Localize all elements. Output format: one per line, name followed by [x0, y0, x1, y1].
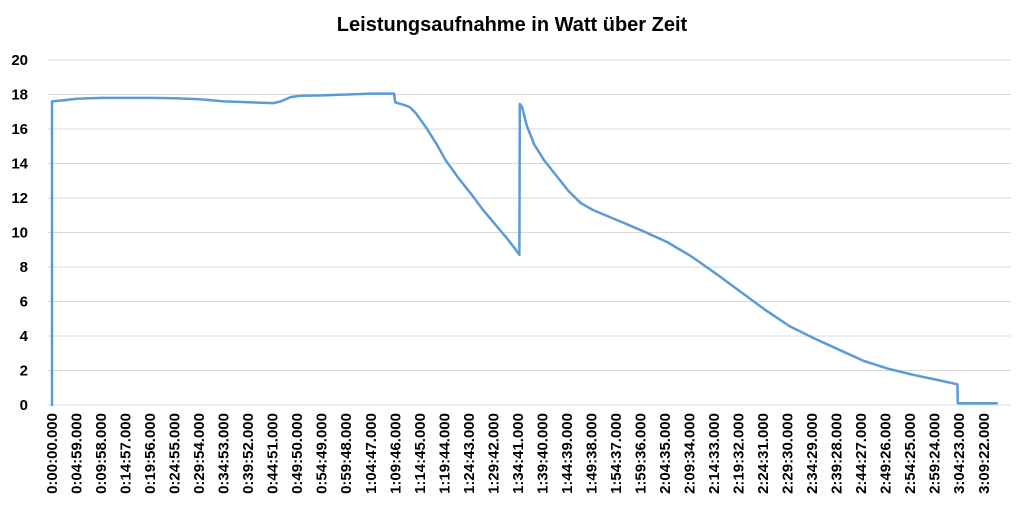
- x-tick-label: 1:09:46.000: [387, 413, 404, 494]
- x-tick-label: 0:00:00.000: [44, 413, 61, 494]
- x-tick-label: 1:59:36.000: [632, 413, 649, 494]
- x-tick-label: 0:19:56.000: [142, 413, 159, 494]
- x-tick-label: 2:59:24.000: [927, 413, 944, 494]
- x-tick-label: 1:29:42.000: [485, 413, 502, 494]
- y-tick-label: 4: [20, 328, 29, 345]
- x-tick-label: 0:44:51.000: [265, 413, 282, 494]
- y-tick-label: 16: [11, 121, 28, 138]
- x-tick-label: 3:04:23.000: [951, 413, 968, 494]
- y-tick-label: 2: [20, 363, 28, 380]
- y-tick-labels: 0 2 4 6 8 10 12 14 16 18 20: [11, 52, 28, 414]
- x-tick-label: 0:09:58.000: [93, 413, 110, 494]
- x-tick-label: 3:09:22.000: [976, 413, 993, 494]
- x-tick-label: 2:39:28.000: [829, 413, 846, 494]
- x-tick-label: 0:59:48.000: [338, 413, 355, 494]
- x-tick-label: 0:54:49.000: [314, 413, 331, 494]
- x-tick-label: 2:04:35.000: [657, 413, 674, 494]
- x-tick-label: 1:39:40.000: [534, 413, 551, 494]
- x-tick-label: 2:14:33.000: [706, 413, 723, 494]
- x-tick-label: 2:09:34.000: [682, 413, 699, 494]
- x-tick-label: 0:39:52.000: [240, 413, 257, 494]
- x-tick-label: 1:49:38.000: [583, 413, 600, 494]
- x-tick-label: 2:49:26.000: [878, 413, 895, 494]
- x-tick-label: 1:34:41.000: [510, 413, 527, 494]
- x-tick-label: 1:54:37.000: [608, 413, 625, 494]
- y-tick-label: 14: [11, 156, 28, 173]
- x-tick-labels: 0:00:00.000 0:04:59.000 0:09:58.000 0:14:57…: [44, 413, 993, 494]
- x-tick-label: 2:29:30.000: [780, 413, 797, 494]
- x-tick-label: 1:19:44.000: [436, 413, 453, 494]
- series-layer: [50, 92, 998, 407]
- y-tick-label: 10: [11, 225, 28, 242]
- y-tick-label: 20: [11, 52, 28, 69]
- x-tick-label: 2:19:32.000: [731, 413, 748, 494]
- x-tick-label: 2:44:27.000: [853, 413, 870, 494]
- x-tick-label: 0:29:54.000: [191, 413, 208, 494]
- series-line: [50, 92, 998, 407]
- x-tick-label: 2:24:31.000: [755, 413, 772, 494]
- y-tick-label: 12: [11, 190, 28, 207]
- x-tick-label: 0:14:57.000: [118, 413, 135, 494]
- x-tick-label: 2:54:25.000: [902, 413, 919, 494]
- chart-title: Leistungsaufnahme in Watt über Zeit: [336, 14, 688, 36]
- x-tick-label: 1:14:45.000: [412, 413, 429, 494]
- x-tick-label: 2:34:29.000: [804, 413, 821, 494]
- x-tick-label: 0:04:59.000: [69, 413, 86, 494]
- x-tick-label: 0:24:55.000: [167, 413, 184, 494]
- x-tick-label: 1:04:47.000: [363, 413, 380, 494]
- x-tick-label: 0:34:53.000: [216, 413, 233, 494]
- grid-layer: [48, 59, 1011, 371]
- x-tick-label: 1:24:43.000: [461, 413, 478, 494]
- x-tick-label: 1:44:39.000: [559, 413, 576, 494]
- y-tick-label: 18: [11, 87, 28, 104]
- x-tick-label: 0:49:50.000: [289, 413, 306, 494]
- y-tick-label: 6: [20, 294, 28, 311]
- y-tick-label: 0: [20, 397, 28, 414]
- y-tick-label: 8: [20, 259, 28, 276]
